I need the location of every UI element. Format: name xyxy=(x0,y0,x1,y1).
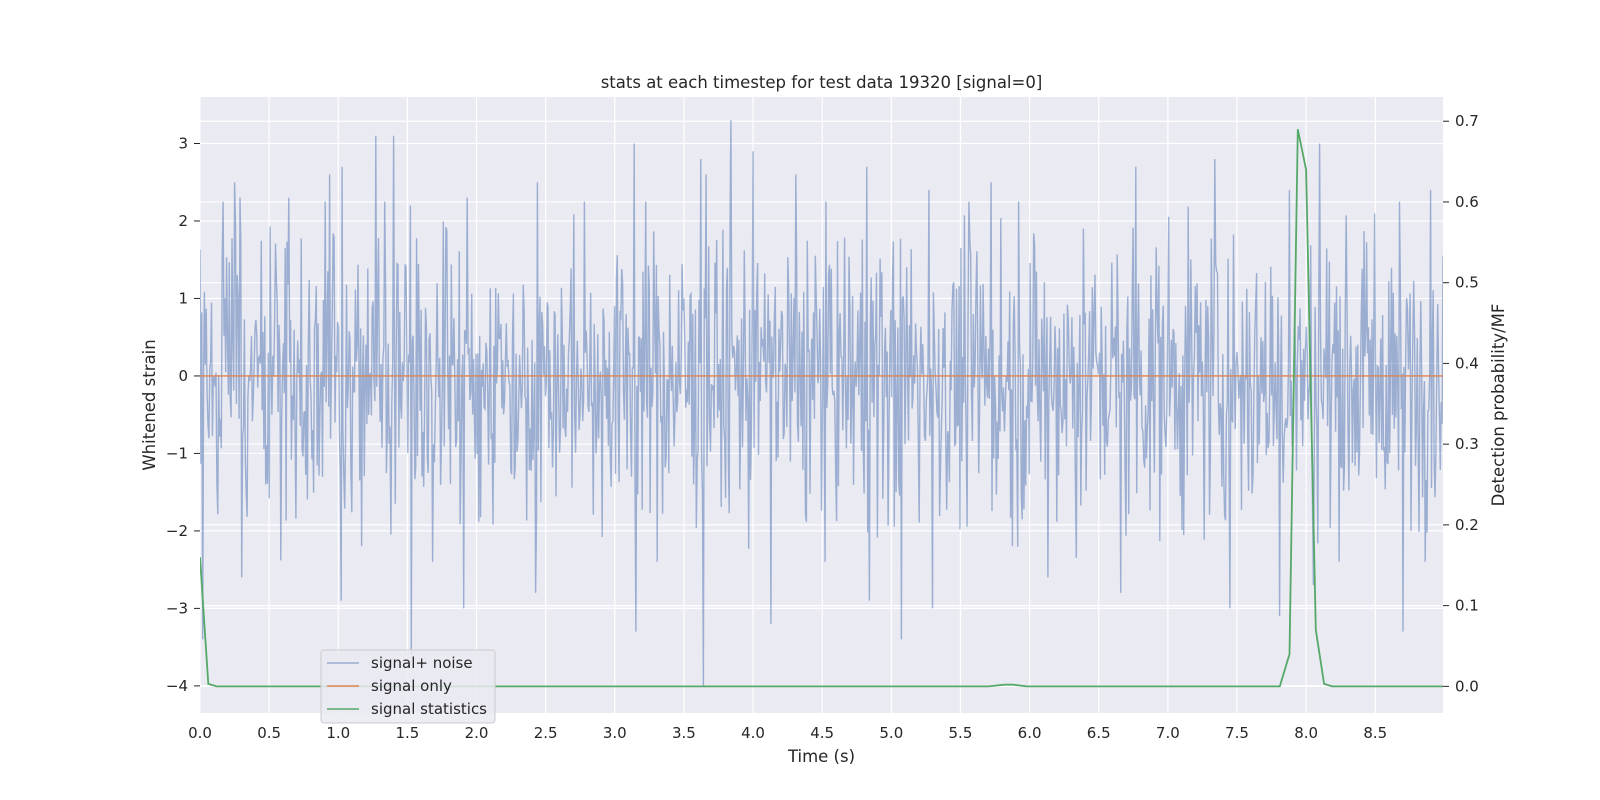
legend-label-signal-noise: signal+ noise xyxy=(371,654,473,672)
x-tick-label: 0.0 xyxy=(188,724,212,742)
y-left-tick-label: 3 xyxy=(178,134,188,152)
y-right-tick-label: 0.5 xyxy=(1455,274,1479,292)
y-right-tick-label: 0.2 xyxy=(1455,516,1479,534)
y-left-tick-label: 0 xyxy=(178,367,188,385)
y-left-tick-label: −4 xyxy=(166,677,188,695)
x-tick-label: 6.0 xyxy=(1018,724,1042,742)
x-tick-label: 8.0 xyxy=(1294,724,1318,742)
chart-title: stats at each timestep for test data 193… xyxy=(601,73,1043,92)
y-left-tick-label: −2 xyxy=(166,522,188,540)
x-tick-label: 1.5 xyxy=(395,724,419,742)
x-tick-label: 8.5 xyxy=(1363,724,1387,742)
x-tick-label: 5.5 xyxy=(949,724,973,742)
y-right-tick-label: 0.7 xyxy=(1455,112,1479,130)
x-tick-label: 6.5 xyxy=(1087,724,1111,742)
x-tick-label: 7.5 xyxy=(1225,724,1249,742)
legend-label-signal-statistics: signal statistics xyxy=(371,700,487,718)
y-right-tick-label: 0.3 xyxy=(1455,435,1479,453)
x-tick-label: 4.5 xyxy=(810,724,834,742)
y-right-tick-label: 0.4 xyxy=(1455,354,1479,372)
y-left-tick-label: 2 xyxy=(178,212,188,230)
x-tick-label: 1.0 xyxy=(326,724,350,742)
y-left-tick-label: −3 xyxy=(166,599,188,617)
x-tick-label: 3.0 xyxy=(603,724,627,742)
y-right-tick-label: 0.1 xyxy=(1455,597,1479,615)
y-axis-right: 0.0 0.1 0.2 0.3 0.4 0.5 0.6 0.7 xyxy=(1443,112,1479,695)
y-axis-right-title: Detection probability/MF xyxy=(1489,304,1508,507)
x-tick-label: 0.5 xyxy=(257,724,281,742)
x-axis-title: Time (s) xyxy=(787,747,855,766)
legend: signal+ noise signal only signal statist… xyxy=(320,649,496,724)
y-right-tick-label: 0.0 xyxy=(1455,677,1479,695)
x-tick-label: 4.0 xyxy=(741,724,765,742)
x-tick-label: 2.0 xyxy=(465,724,489,742)
legend-box xyxy=(320,649,496,724)
x-tick-label: 3.5 xyxy=(672,724,696,742)
y-right-tick-label: 0.6 xyxy=(1455,193,1479,211)
y-left-tick-label: 1 xyxy=(178,289,188,307)
legend-label-signal-only: signal only xyxy=(371,677,452,695)
y-axis-left: −4 −3 −2 −1 0 1 2 3 xyxy=(166,134,200,695)
y-left-tick-label: −1 xyxy=(166,444,188,462)
x-axis: 0.0 0.5 1.0 1.5 2.0 2.5 3.0 3.5 4.0 4.5 5.0 5.5 6.0 6… xyxy=(188,724,1387,742)
series-signal-noise xyxy=(200,120,1443,686)
x-tick-label: 5.0 xyxy=(879,724,903,742)
y-axis-left-title: Whitened strain xyxy=(140,339,159,470)
x-tick-label: 7.0 xyxy=(1156,724,1180,742)
x-tick-label: 2.5 xyxy=(534,724,558,742)
